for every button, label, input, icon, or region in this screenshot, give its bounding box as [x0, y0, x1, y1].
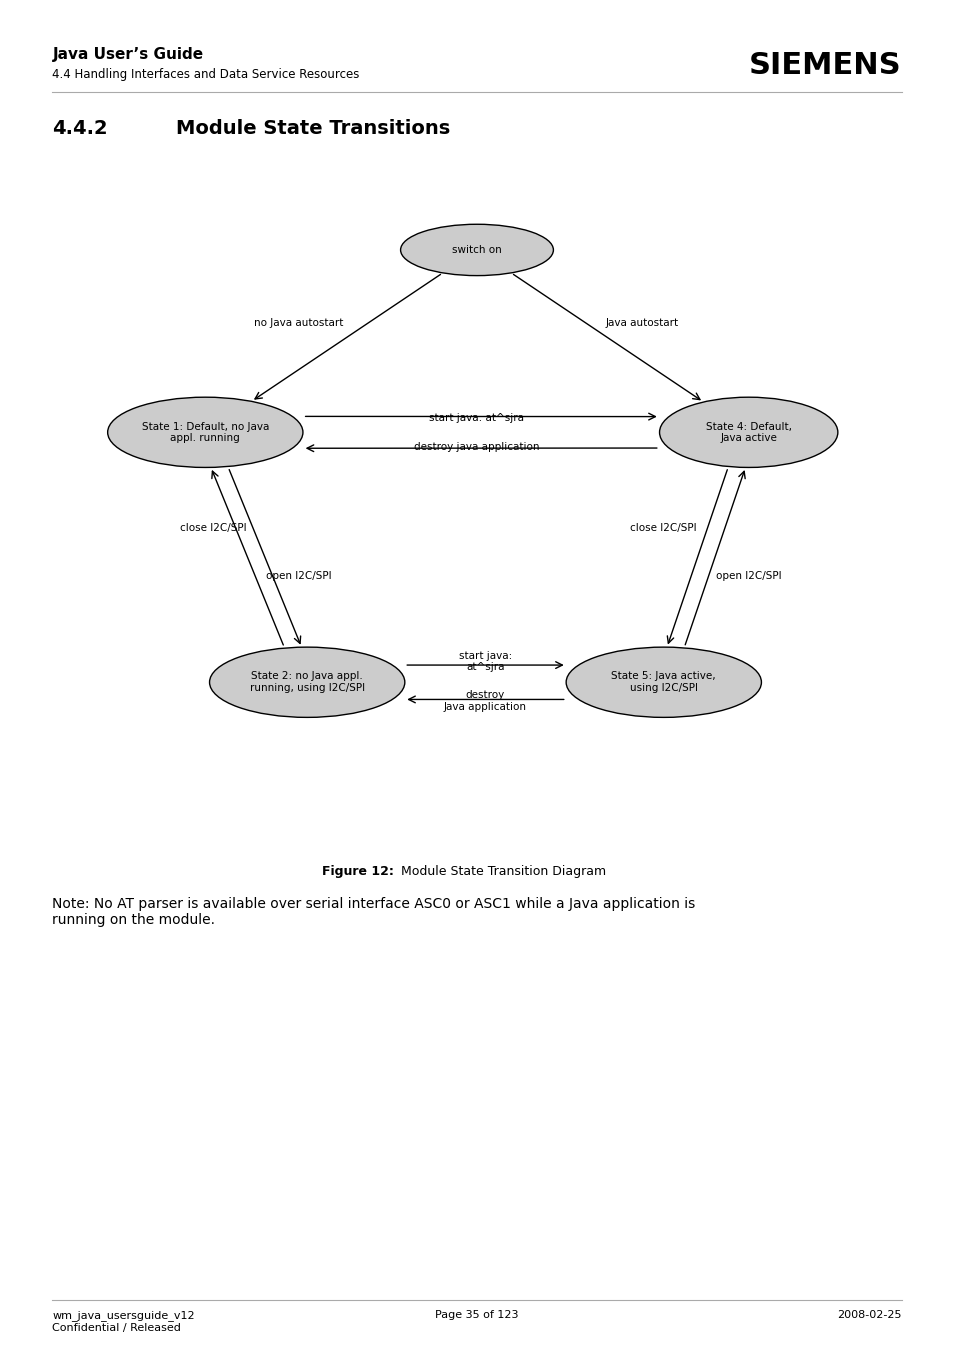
Ellipse shape: [565, 647, 760, 717]
Text: wm_java_usersguide_v12
Confidential / Released: wm_java_usersguide_v12 Confidential / Re…: [52, 1310, 195, 1333]
Text: Java User’s Guide: Java User’s Guide: [52, 47, 203, 62]
Text: 4.4.2: 4.4.2: [52, 119, 108, 138]
Text: no Java autostart: no Java autostart: [253, 317, 343, 328]
Ellipse shape: [108, 397, 303, 467]
Text: Java autostart: Java autostart: [605, 317, 679, 328]
Text: Figure 12:  Module State Transition Diagram: Figure 12: Module State Transition Diagr…: [339, 865, 614, 878]
Text: Module State Transition Diagram: Module State Transition Diagram: [400, 865, 605, 878]
Text: Page 35 of 123: Page 35 of 123: [435, 1310, 518, 1320]
Text: State 2: no Java appl.
running, using I2C/SPI: State 2: no Java appl. running, using I2…: [250, 671, 364, 693]
Text: 2008-02-25: 2008-02-25: [836, 1310, 901, 1320]
Text: Figure 12:: Figure 12:: [322, 865, 394, 878]
Text: SIEMENS: SIEMENS: [748, 51, 901, 80]
Text: switch on: switch on: [452, 245, 501, 255]
Ellipse shape: [400, 224, 553, 276]
Text: Note: No AT parser is available over serial interface ASC0 or ASC1 while a Java : Note: No AT parser is available over ser…: [52, 897, 695, 927]
Text: destroy java application: destroy java application: [414, 442, 539, 451]
Ellipse shape: [210, 647, 404, 717]
Text: close I2C/SPI: close I2C/SPI: [629, 523, 696, 534]
Text: Module State Transitions: Module State Transitions: [176, 119, 450, 138]
Text: start java: at^sjra: start java: at^sjra: [429, 413, 524, 423]
Text: 4.4 Handling Interfaces and Data Service Resources: 4.4 Handling Interfaces and Data Service…: [52, 68, 359, 81]
Text: State 1: Default, no Java
appl. running: State 1: Default, no Java appl. running: [141, 422, 269, 443]
Ellipse shape: [659, 397, 837, 467]
Text: close I2C/SPI: close I2C/SPI: [180, 523, 247, 534]
Text: destroy
Java application: destroy Java application: [443, 690, 526, 712]
Text: open I2C/SPI: open I2C/SPI: [266, 571, 331, 581]
Text: open I2C/SPI: open I2C/SPI: [715, 571, 781, 581]
Text: State 4: Default,
Java active: State 4: Default, Java active: [705, 422, 791, 443]
Text: start java:
at^sjra: start java: at^sjra: [458, 651, 512, 673]
Text: State 5: Java active,
using I2C/SPI: State 5: Java active, using I2C/SPI: [611, 671, 716, 693]
